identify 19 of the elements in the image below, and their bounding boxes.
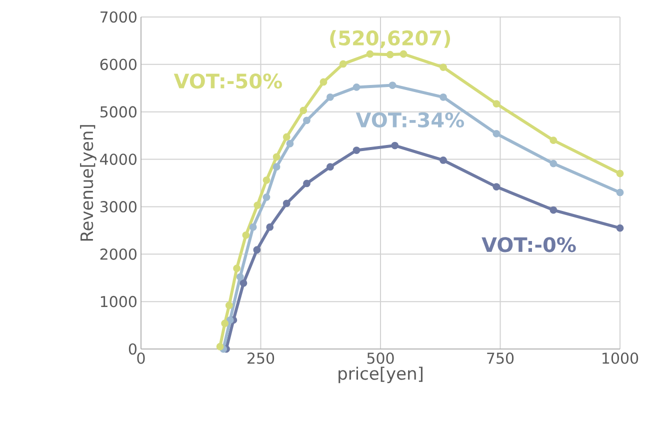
- x-tick-label: 0: [137, 352, 145, 364]
- y-tick-label: 2000: [100, 248, 136, 260]
- y-axis-title: Revenue[yen]: [80, 125, 96, 241]
- y-tick-label: 7000: [100, 11, 136, 23]
- y-tick-label: 4000: [100, 154, 136, 165]
- y-tick-label: 3000: [100, 201, 136, 212]
- y-tick-label: 5000: [100, 106, 136, 118]
- y-tick-label: 1000: [100, 296, 136, 308]
- y-tick-label: 6000: [100, 58, 136, 70]
- x-tick-label: 500: [367, 352, 394, 364]
- series-label: VOT:-50%: [174, 73, 282, 89]
- x-tick-label: 250: [248, 352, 274, 364]
- x-axis-title: price[yen]: [338, 366, 422, 384]
- series-label: VOT:-34%: [356, 112, 464, 128]
- y-tick-label: 0: [128, 343, 136, 355]
- x-tick-label: 1000: [602, 352, 638, 364]
- x-tick-label: 750: [487, 352, 514, 364]
- series-label: VOT:-0%: [482, 237, 576, 252]
- annotation: (520,6207): [330, 30, 450, 48]
